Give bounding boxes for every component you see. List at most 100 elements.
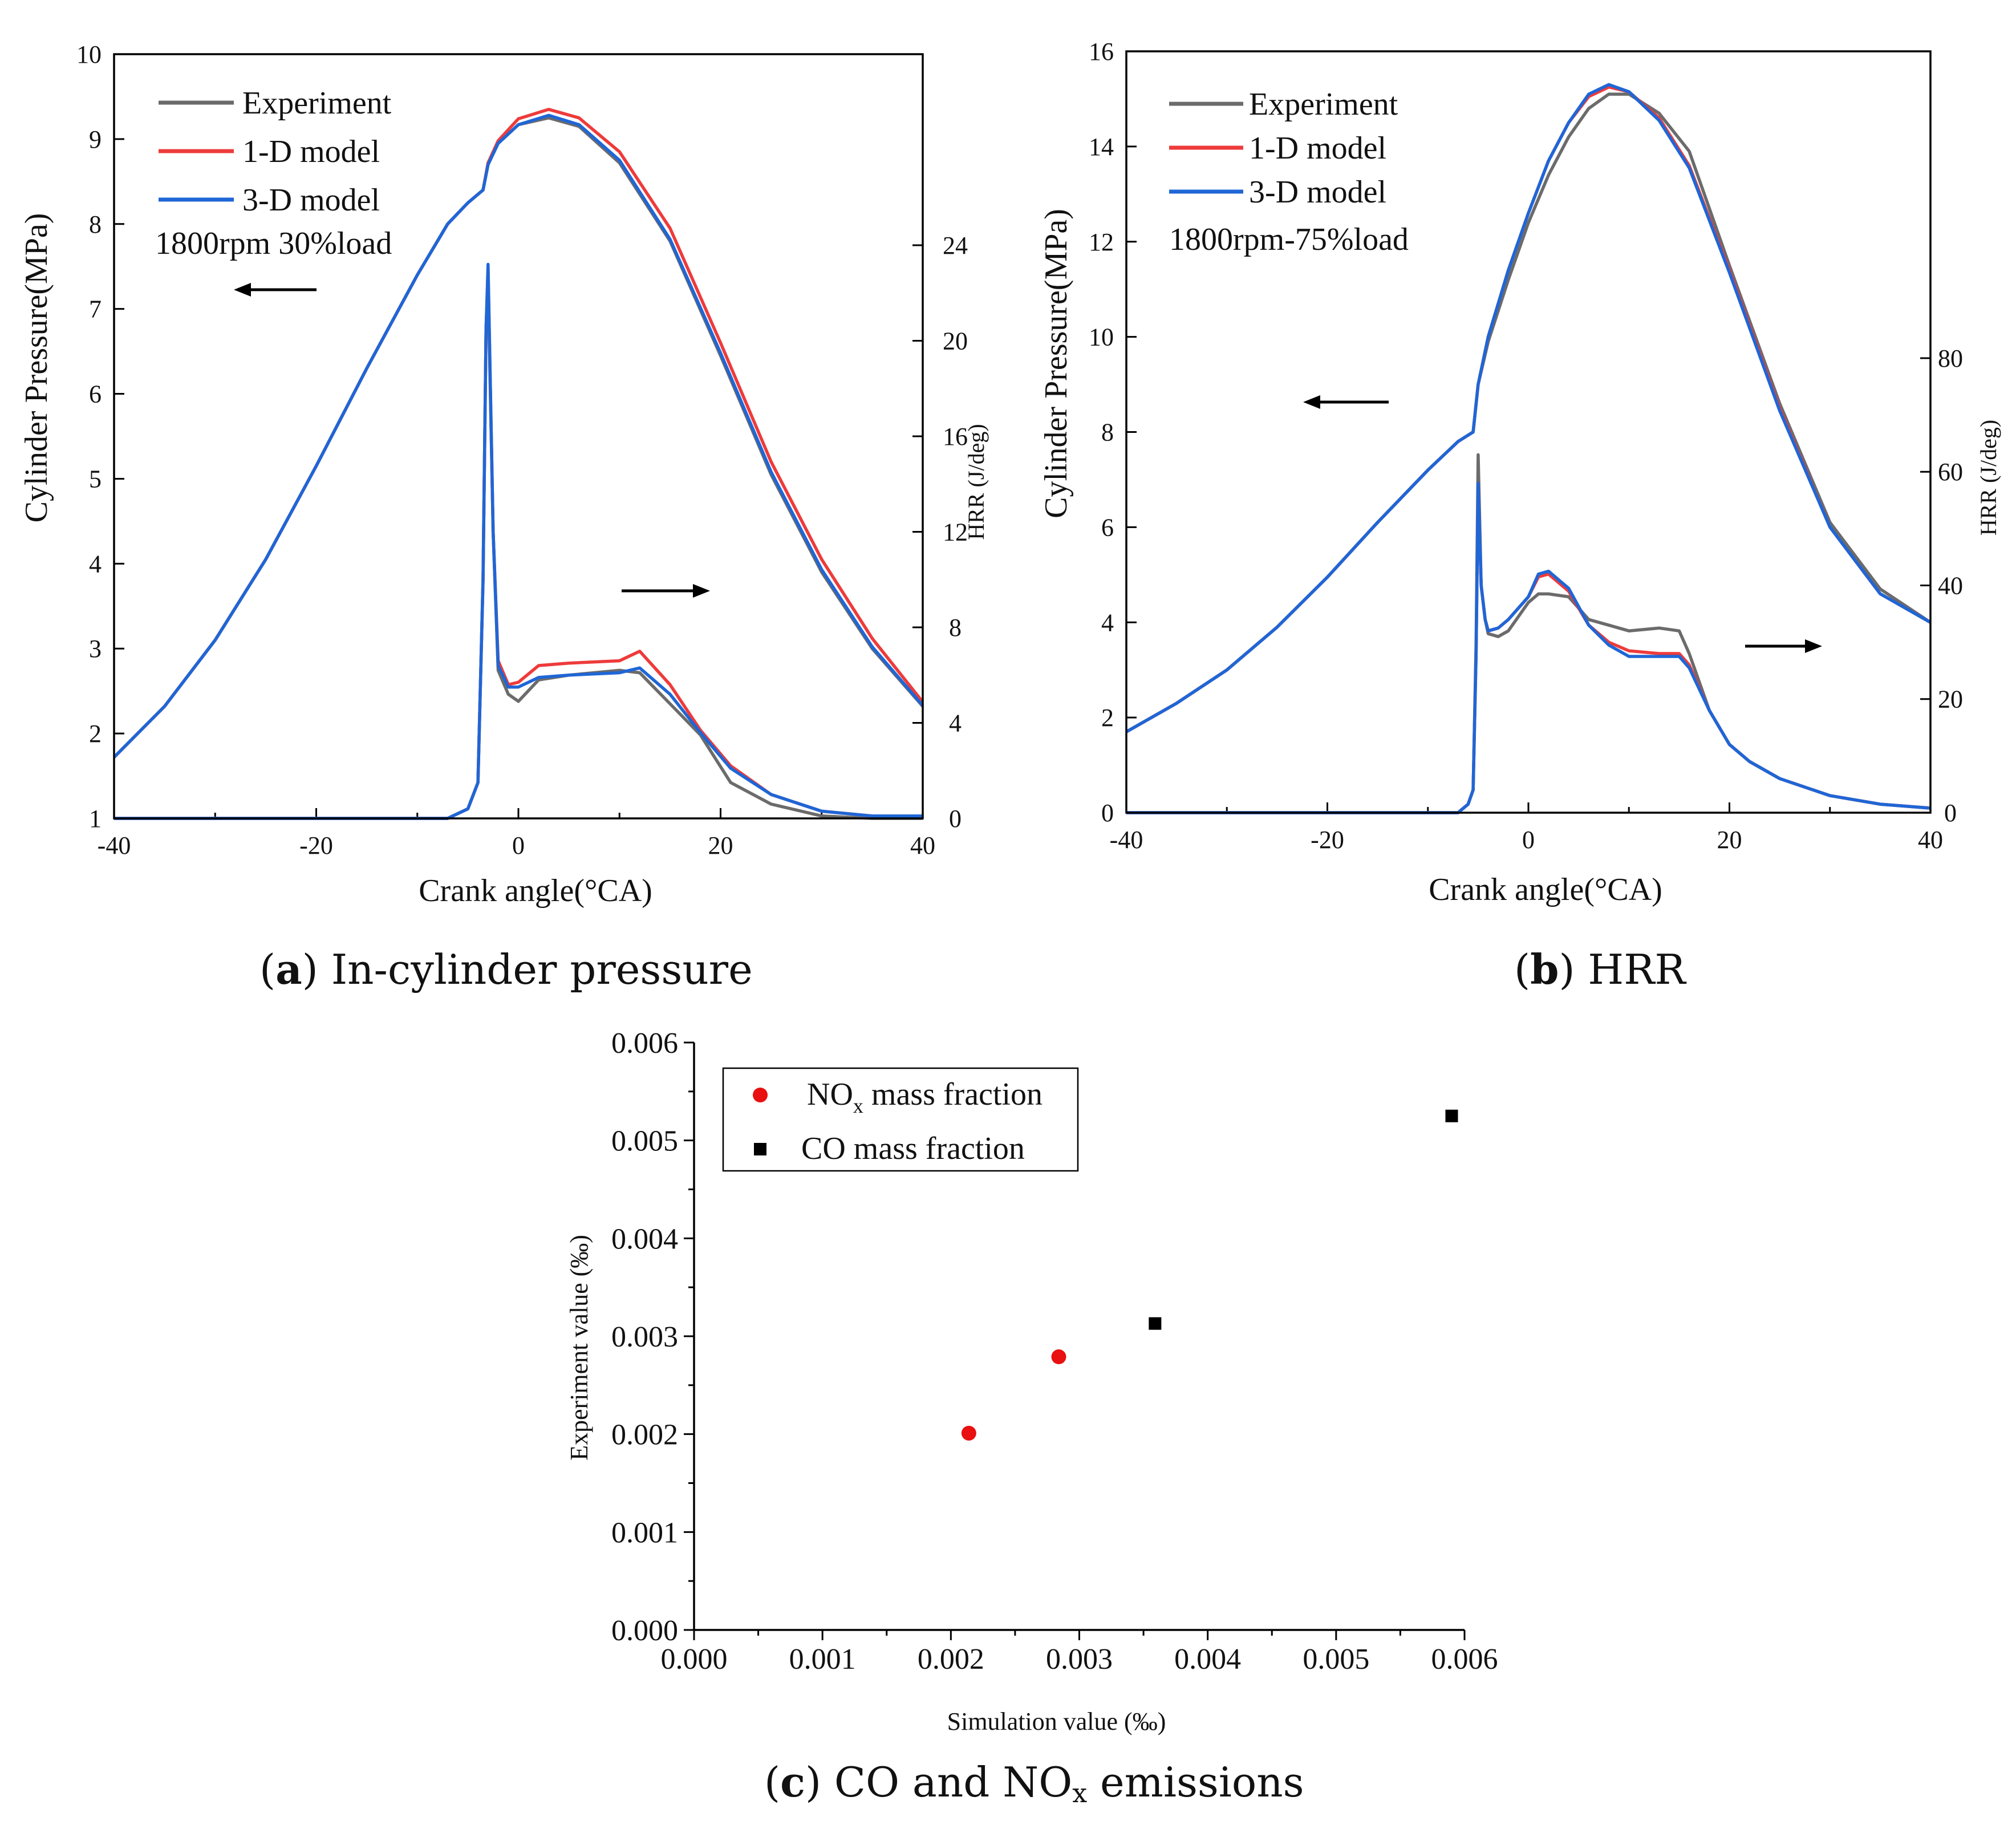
condition-annotation: 1800rpm-75%load <box>1169 222 1409 257</box>
hrr-line-experiment <box>114 277 923 820</box>
legend-experiment-label: Experiment <box>242 86 392 121</box>
x-tick-label: 0 <box>1522 826 1535 854</box>
y-tick-label: 0.005 <box>611 1125 678 1158</box>
y-axis-label: Experiment value (‰) <box>565 1235 593 1461</box>
caption-a: (a) In-cylinder pressure <box>259 945 753 993</box>
nox-point <box>961 1425 976 1441</box>
x-tick-label: 0.004 <box>1174 1643 1241 1676</box>
y2-axis-label: HRR (J/deg) <box>963 424 989 540</box>
x-tick-label: 20 <box>708 832 733 859</box>
y2-tick-label: 12 <box>943 518 968 546</box>
y-tick-label: 14 <box>1089 133 1114 161</box>
legend-co-label: CO mass fraction <box>801 1131 1025 1166</box>
legend-co-marker <box>754 1143 766 1155</box>
x-tick-label: 0.001 <box>789 1643 856 1676</box>
y2-tick-label: 16 <box>943 423 968 451</box>
y-tick-label: 7 <box>89 295 102 323</box>
x-tick-label: 0.005 <box>1303 1643 1369 1676</box>
legend-nox-label: NOx mass fraction <box>807 1077 1043 1117</box>
pressure-line-experiment <box>113 116 924 759</box>
y2-tick-label: 80 <box>1938 344 1963 372</box>
y2-tick-label: 24 <box>943 232 968 259</box>
pressure-line-1d-model <box>113 108 924 759</box>
right-arrow <box>622 584 710 598</box>
x-tick-label: -20 <box>299 832 333 859</box>
pressure-line-1d-model <box>1125 85 1932 733</box>
y2-tick-label: 8 <box>949 614 962 642</box>
left-arrow <box>234 283 317 297</box>
x-axis-label: Simulation value (‰) <box>947 1708 1166 1735</box>
y-tick-label: 6 <box>1101 513 1114 541</box>
arrow-head <box>1805 639 1822 653</box>
y-tick-label: 0.006 <box>611 1027 678 1060</box>
y-tick-label: 1 <box>89 805 102 833</box>
x-tick-label: -40 <box>1110 826 1143 854</box>
y-tick-label: 16 <box>1089 38 1114 66</box>
y-tick-label: 3 <box>89 635 102 663</box>
y-tick-label: 0.002 <box>611 1419 678 1451</box>
y-tick-label: 0.004 <box>611 1223 678 1255</box>
y-tick-label: 0.001 <box>611 1516 678 1549</box>
y-tick-label: 4 <box>1101 609 1114 636</box>
x-axis-label: Crank angle(°CA) <box>419 873 652 909</box>
caption-rest: emissions <box>1087 1758 1304 1806</box>
legend-experiment-label: Experiment <box>1249 87 1398 122</box>
y-tick-label: 5 <box>89 465 102 493</box>
x-tick-label: 40 <box>1918 826 1943 854</box>
y-axis-label: Cylinder Pressure(MPa) <box>1039 209 1074 518</box>
y2-tick-label: 4 <box>949 709 962 737</box>
y-axis-label: Cylinder Pressure(MPa) <box>19 213 54 523</box>
pressure-line-3d-model <box>113 113 924 759</box>
legend-nox-marker <box>753 1088 768 1102</box>
y-tick-label: 0 <box>1101 799 1114 827</box>
legend-3d-model-label: 3-D model <box>242 182 380 218</box>
y2-tick-label: 0 <box>1944 799 1957 827</box>
y-tick-label: 2 <box>1101 704 1114 732</box>
caption-letter: a <box>275 945 302 993</box>
y2-tick-label: 40 <box>1938 571 1963 599</box>
caption-letter: c <box>780 1758 805 1806</box>
y-tick-label: 12 <box>1089 228 1114 256</box>
hrr-line-3d-model <box>114 262 923 820</box>
hrr-line-3d-model <box>1126 481 1931 814</box>
y-tick-label: 6 <box>89 380 102 408</box>
chart-c: 0.000 0.001 0.002 0.003 0.004 0.005 0.006 0.000… <box>565 1027 1498 1808</box>
x-tick-label: -20 <box>1311 826 1344 854</box>
x-axis-label: Crank angle(°CA) <box>1429 872 1662 907</box>
y-tick-label: 10 <box>76 40 102 68</box>
pressure-line-3d-model <box>1125 83 1932 733</box>
x-tick-label: 0.002 <box>918 1643 984 1676</box>
plot-frame <box>113 53 924 820</box>
x-tick-label: 0.006 <box>1431 1643 1498 1676</box>
y-tick-label: 9 <box>89 125 102 153</box>
caption-letter: b <box>1530 945 1559 993</box>
y-tick-label: 8 <box>1101 419 1114 447</box>
pressure-line-experiment <box>1125 92 1932 733</box>
x-tick-label: 20 <box>1717 826 1742 854</box>
right-arrow <box>1745 639 1822 653</box>
caption-subscript: x <box>1072 1778 1087 1808</box>
co-point <box>1149 1317 1162 1330</box>
legend-nox-subscript: x <box>853 1094 863 1117</box>
x-tick-label: 40 <box>910 832 935 859</box>
hrr-line-experiment <box>1126 453 1931 814</box>
y2-axis-label: HRR (J/deg) <box>1976 420 2001 536</box>
y2-tick-label: 20 <box>1938 686 1963 713</box>
x-tick-label: 0.000 <box>661 1643 728 1676</box>
y-tick-label: 4 <box>89 550 102 578</box>
x-tick-label: 0.003 <box>1046 1643 1113 1676</box>
caption-b: (b) HRR <box>1514 945 1686 993</box>
left-arrow <box>1303 395 1389 409</box>
legend-box <box>722 1067 1079 1172</box>
y2-tick-label: 0 <box>949 805 962 833</box>
arrow-head <box>234 283 251 297</box>
y-tick-label: 0.003 <box>611 1321 678 1353</box>
y-tick-label: 10 <box>1089 323 1114 351</box>
arrow-head <box>1303 395 1320 409</box>
x-tick-label: 0 <box>512 832 525 859</box>
x-tick-label: -40 <box>98 832 131 859</box>
caption-c: (c) CO and NOx emissions <box>764 1758 1304 1808</box>
